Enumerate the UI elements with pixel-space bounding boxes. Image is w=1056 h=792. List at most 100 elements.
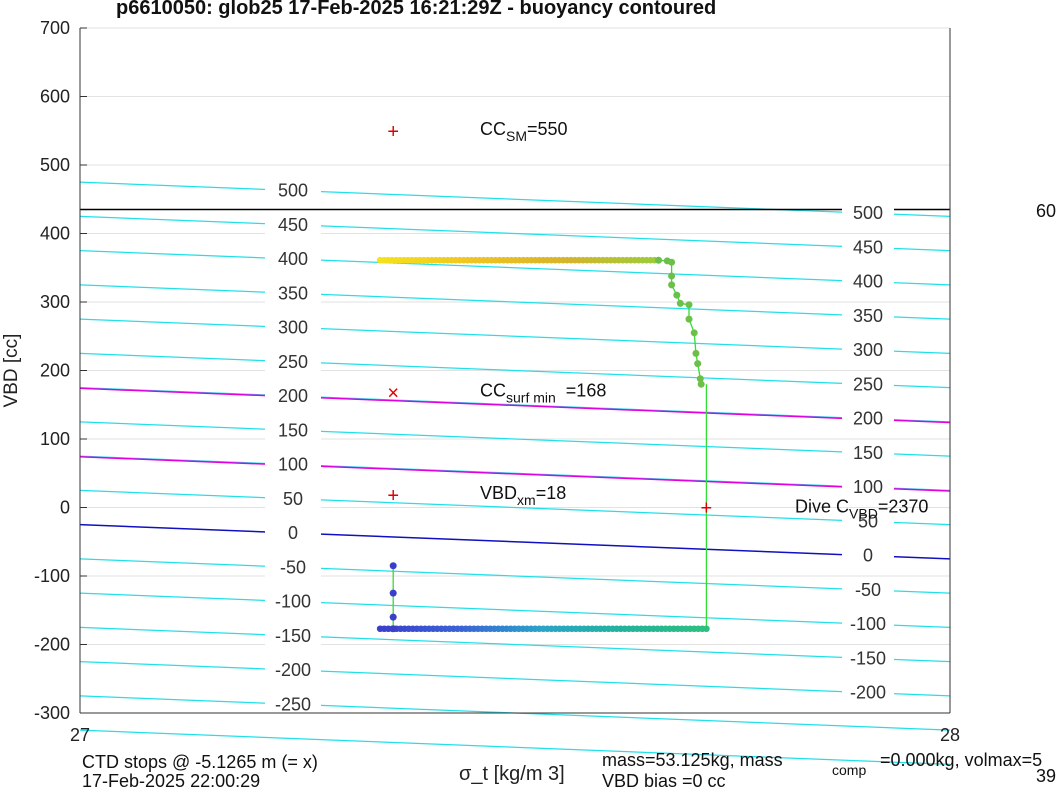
data-point <box>685 315 693 323</box>
contour-label-left: -150 <box>275 626 311 646</box>
buoyancy-contour <box>79 284 951 320</box>
contour-label-bg <box>842 236 894 259</box>
mass-text: mass=53.125kg, mass <box>602 750 783 770</box>
y-tick-label: -100 <box>34 566 70 586</box>
contour-label-bg <box>265 453 321 476</box>
marker-label-1: CCsurf min =168 <box>480 380 606 405</box>
contour-label-bg <box>265 316 321 339</box>
contour-label-bg <box>842 270 894 293</box>
buoyancy-contour <box>79 592 951 629</box>
data-point <box>697 380 705 388</box>
data-point <box>673 291 681 299</box>
contour-label-right: -200 <box>850 683 886 703</box>
marker-label-0: CCSM=550 <box>480 119 568 144</box>
y-tick-label: 200 <box>40 361 70 381</box>
contour-label-bg <box>842 202 894 225</box>
y-tick-label: 400 <box>40 224 70 244</box>
contour-label-right: 150 <box>853 443 883 463</box>
contour-label-bg <box>265 282 321 305</box>
contour-label-bg <box>265 385 321 408</box>
y-tick-label: 600 <box>40 87 70 107</box>
marker-1: × <box>387 382 399 404</box>
contour-label-left: 300 <box>278 318 308 338</box>
contour-label-left: 200 <box>278 386 308 406</box>
marker-label-main: Dive C <box>795 497 849 517</box>
contour-label-bg <box>265 248 321 271</box>
contour-label-bg <box>265 693 321 716</box>
y-tick-label: 300 <box>40 292 70 312</box>
marker-label-sub: VBD <box>849 506 878 522</box>
footer-date: 17-Feb-2025 22:00:29 <box>82 771 261 791</box>
y-tick-label: -300 <box>34 703 70 723</box>
y-tick-label: 500 <box>40 155 70 175</box>
contour-label-bg <box>265 590 321 613</box>
buoyancy-contour <box>79 318 951 355</box>
y-tick-label: 100 <box>40 429 70 449</box>
contour-label-bg <box>842 681 894 704</box>
contour-label-left: 400 <box>278 249 308 269</box>
mass-comp-tail: =0.000kg, volmax=5 <box>880 750 1043 770</box>
data-point <box>655 256 663 264</box>
right-cut-text-bottom: 39 <box>1036 766 1056 786</box>
marker-3: + <box>701 498 713 520</box>
y-axis-label: VBD [cc] <box>1 334 22 408</box>
marker-2: + <box>387 485 399 507</box>
reference-line-magenta_upper <box>79 387 951 424</box>
marker-label-2: VBDxm=18 <box>480 483 566 508</box>
marker-label-value: =168 <box>566 380 607 400</box>
x-tick-label: 27 <box>70 725 90 745</box>
contour-label-right: -150 <box>850 648 886 668</box>
vbd-bias-text: VBD bias =0 cc <box>602 771 726 791</box>
x-tick-label: 28 <box>940 725 960 745</box>
data-point <box>694 360 702 368</box>
contour-label-right: 400 <box>853 272 883 292</box>
marker-label-value: =18 <box>536 483 567 503</box>
data-point <box>685 301 693 309</box>
contour-label-left: -250 <box>275 694 311 714</box>
contour-label-bg <box>842 407 894 430</box>
buoyancy-contour <box>79 249 951 286</box>
marker-label-sub: SM <box>506 128 527 144</box>
contour-label-left: 500 <box>278 181 308 201</box>
contour-label-bg <box>265 179 321 202</box>
data-point <box>696 375 704 383</box>
data-point <box>668 281 676 289</box>
contour-label-right: 350 <box>853 306 883 326</box>
contour-label-bg <box>265 419 321 442</box>
contour-label-right: 200 <box>853 409 883 429</box>
buoyancy-contour <box>79 489 951 526</box>
contour-label-bg <box>265 522 321 545</box>
ctd-stops-text: CTD stops @ -5.1265 m (= x) <box>82 752 318 772</box>
contour-label-left: 150 <box>278 420 308 440</box>
contour-label-bg <box>265 556 321 579</box>
marker-label-3: Dive CVBD=2370 <box>795 497 928 522</box>
buoyancy-contour <box>79 215 951 252</box>
contour-label-bg <box>842 510 894 533</box>
buoyancy-contour <box>79 352 951 389</box>
contour-label-right: -50 <box>855 580 881 600</box>
contour-label-right: -100 <box>850 614 886 634</box>
y-tick-label: 700 <box>40 18 70 38</box>
buoyancy-contour <box>79 729 951 766</box>
contour-label-left: 350 <box>278 283 308 303</box>
contour-label-right: 0 <box>863 546 873 566</box>
contour-label-bg <box>842 613 894 636</box>
contour-label-left: 0 <box>288 523 298 543</box>
contour-label-bg <box>265 659 321 682</box>
data-point <box>676 299 684 307</box>
reference-line-neutral <box>79 523 951 560</box>
x-axis-label: σ_t [kg/m 3] <box>459 763 565 785</box>
contour-label-bg <box>842 339 894 362</box>
contour-label-left: 450 <box>278 215 308 235</box>
data-point <box>389 562 397 570</box>
contour-label-bg <box>265 487 321 510</box>
buoyancy-contour <box>79 558 951 594</box>
data-point <box>389 613 397 621</box>
buoyancy-contour <box>79 626 951 663</box>
contour-label-left: 250 <box>278 352 308 372</box>
mass-comp-sub: comp <box>832 762 867 778</box>
contour-label-left: -200 <box>275 660 311 680</box>
contour-label-left: 100 <box>278 455 308 475</box>
contour-label-right: 50 <box>858 511 878 531</box>
